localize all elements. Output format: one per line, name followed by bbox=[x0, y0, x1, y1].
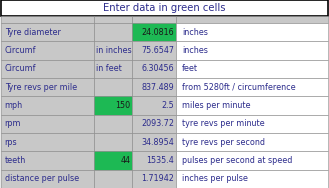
Bar bbox=[132, 16, 176, 23]
Bar bbox=[94, 96, 132, 115]
Bar bbox=[1, 96, 94, 115]
Bar bbox=[176, 170, 328, 188]
Text: Circumf: Circumf bbox=[5, 46, 36, 55]
Bar bbox=[132, 78, 176, 96]
Bar bbox=[1, 16, 94, 23]
Bar bbox=[94, 151, 132, 170]
Bar bbox=[176, 115, 328, 133]
Bar bbox=[94, 78, 132, 96]
Bar bbox=[1, 170, 94, 188]
Text: inches: inches bbox=[182, 46, 208, 55]
Bar bbox=[132, 23, 176, 41]
Text: 837.489: 837.489 bbox=[141, 83, 174, 92]
Text: in inches: in inches bbox=[96, 46, 131, 55]
Bar bbox=[132, 133, 176, 151]
Bar bbox=[176, 133, 328, 151]
Text: tyre revs per second: tyre revs per second bbox=[182, 138, 265, 147]
Text: inches: inches bbox=[182, 28, 208, 37]
Bar bbox=[1, 78, 94, 96]
Bar bbox=[132, 96, 176, 115]
Text: 75.6547: 75.6547 bbox=[141, 46, 174, 55]
Bar bbox=[94, 115, 132, 133]
Bar bbox=[1, 23, 94, 41]
Text: 44: 44 bbox=[120, 156, 130, 165]
Text: 34.8954: 34.8954 bbox=[141, 138, 174, 147]
Bar bbox=[1, 133, 94, 151]
Text: 2093.72: 2093.72 bbox=[141, 119, 174, 128]
Text: rpm: rpm bbox=[5, 119, 21, 128]
Text: 150: 150 bbox=[115, 101, 130, 110]
Text: 2.5: 2.5 bbox=[162, 101, 174, 110]
Bar bbox=[94, 133, 132, 151]
Text: from 5280ft / circumference: from 5280ft / circumference bbox=[182, 83, 296, 92]
Bar bbox=[1, 60, 94, 78]
Text: mph: mph bbox=[5, 101, 23, 110]
Bar bbox=[176, 23, 328, 41]
Text: 6.30456: 6.30456 bbox=[141, 64, 174, 73]
Text: distance per pulse: distance per pulse bbox=[5, 174, 79, 183]
Bar bbox=[94, 23, 132, 41]
Text: feet: feet bbox=[182, 64, 198, 73]
Text: 24.0816: 24.0816 bbox=[141, 28, 174, 37]
Bar bbox=[176, 16, 328, 23]
Bar bbox=[132, 151, 176, 170]
Text: Tyre revs per mile: Tyre revs per mile bbox=[5, 83, 77, 92]
Text: rps: rps bbox=[5, 138, 17, 147]
Text: in feet: in feet bbox=[96, 64, 121, 73]
Text: Enter data in green cells: Enter data in green cells bbox=[103, 3, 226, 13]
Text: Tyre diameter: Tyre diameter bbox=[5, 28, 61, 37]
Bar bbox=[94, 41, 132, 60]
Bar bbox=[132, 170, 176, 188]
Bar bbox=[132, 115, 176, 133]
Bar bbox=[1, 151, 94, 170]
Text: teeth: teeth bbox=[5, 156, 26, 165]
Bar bbox=[1, 115, 94, 133]
Bar bbox=[176, 78, 328, 96]
Bar bbox=[94, 16, 132, 23]
Bar bbox=[176, 60, 328, 78]
Text: 1.71942: 1.71942 bbox=[141, 174, 174, 183]
Bar bbox=[176, 151, 328, 170]
Bar bbox=[132, 41, 176, 60]
Bar bbox=[1, 41, 94, 60]
Text: Circumf: Circumf bbox=[5, 64, 36, 73]
Text: tyre revs per minute: tyre revs per minute bbox=[182, 119, 265, 128]
Bar bbox=[132, 60, 176, 78]
Bar bbox=[94, 170, 132, 188]
Text: 1535.4: 1535.4 bbox=[146, 156, 174, 165]
Bar bbox=[94, 60, 132, 78]
Bar bbox=[176, 96, 328, 115]
Text: miles per minute: miles per minute bbox=[182, 101, 250, 110]
Bar bbox=[176, 41, 328, 60]
Bar bbox=[1, 0, 328, 16]
Text: inches per pulse: inches per pulse bbox=[182, 174, 248, 183]
Text: pulses per second at speed: pulses per second at speed bbox=[182, 156, 292, 165]
